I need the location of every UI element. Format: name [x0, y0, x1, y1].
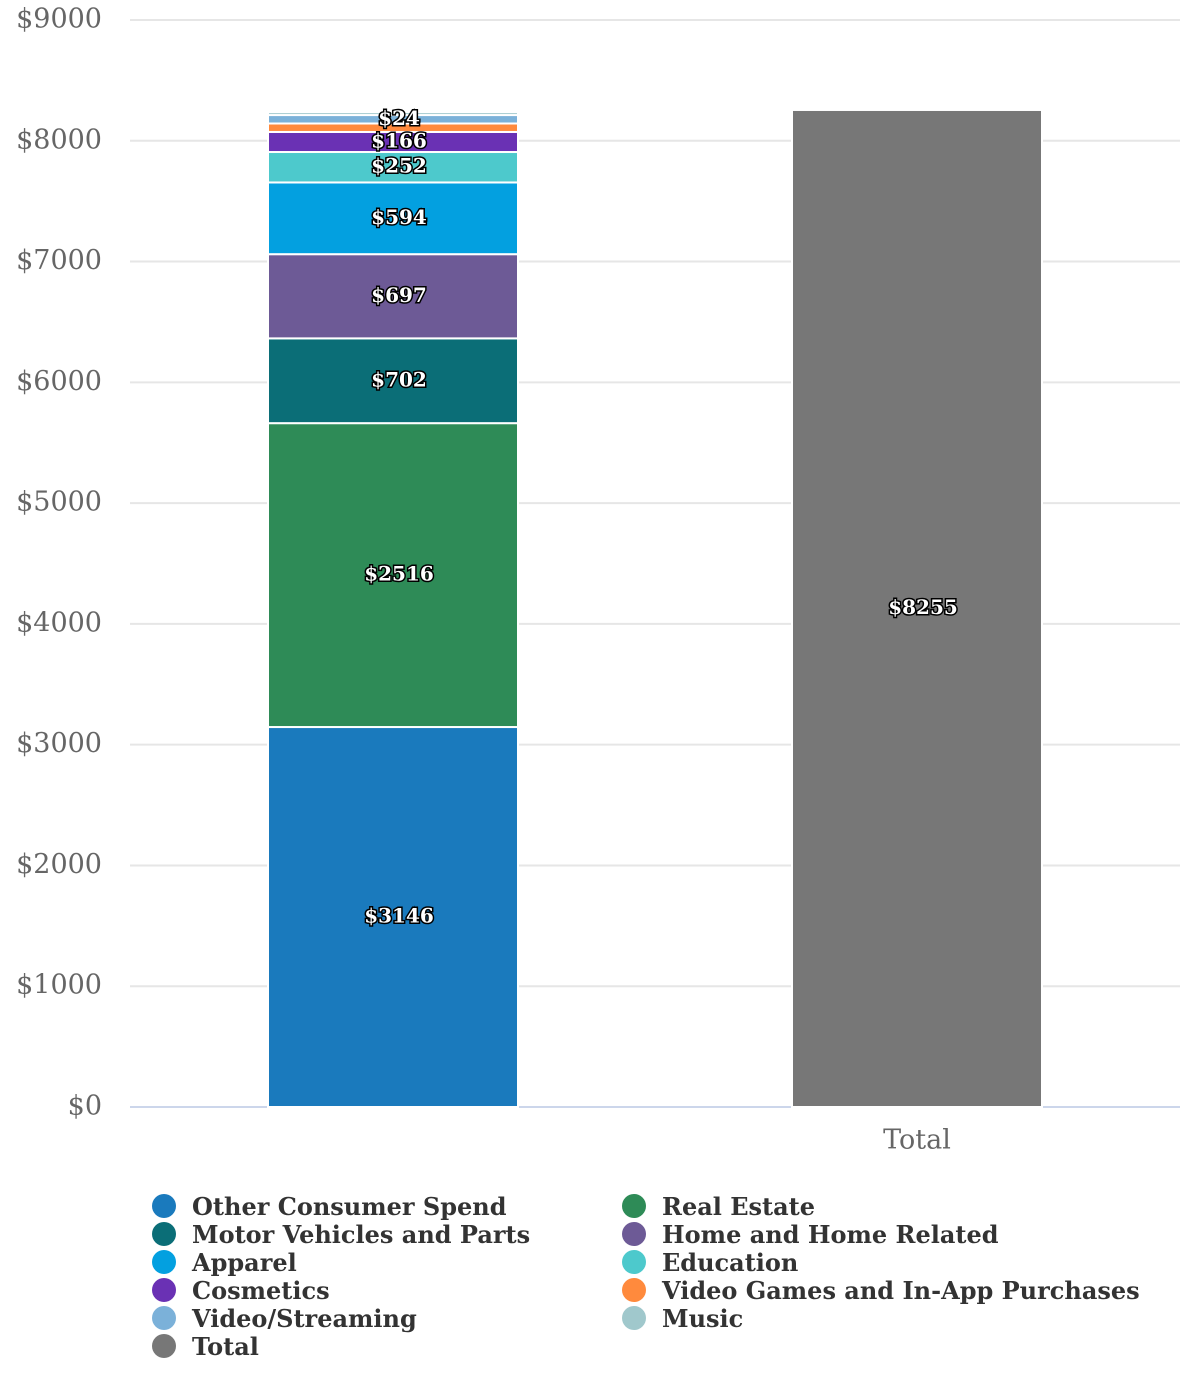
bar-segment — [267, 253, 519, 340]
legend-swatch-icon — [152, 1334, 176, 1358]
y-tick-label: $5000 — [16, 487, 102, 518]
data-label: $2516 — [364, 562, 434, 586]
legend-item[interactable]: Music — [622, 1303, 1162, 1333]
legend-label: Apparel — [192, 1247, 297, 1277]
legend-label: Real Estate — [662, 1191, 816, 1221]
legend-swatch-icon — [152, 1250, 176, 1274]
legend-swatch-icon — [622, 1250, 646, 1274]
y-tick-label: $4000 — [16, 607, 102, 638]
legend-label: Home and Home Related — [662, 1219, 999, 1249]
data-label: $594 — [371, 205, 427, 229]
legend-label: Education — [662, 1247, 799, 1277]
x-category-label: Total — [883, 1125, 951, 1156]
legend-item[interactable]: Motor Vehicles and Parts — [152, 1219, 622, 1249]
data-label: $702 — [371, 367, 427, 391]
stacked-bar-chart: $0 $1000 $2000 $3000 $4000 $5000 $6000 $7000 $80… — [16, 4, 1180, 1156]
data-label: $3146 — [364, 904, 434, 928]
bars — [267, 108, 1043, 1109]
bar-segment — [267, 422, 519, 729]
legend-label: Total — [192, 1331, 259, 1361]
data-label: $8255 — [888, 595, 958, 619]
legend-item[interactable]: Real Estate — [622, 1191, 1162, 1221]
y-tick-label: $7000 — [16, 245, 102, 276]
legend-swatch-icon — [622, 1278, 646, 1302]
legend-label: Motor Vehicles and Parts — [192, 1219, 531, 1249]
legend-item[interactable]: Education — [622, 1247, 1162, 1277]
legend-item[interactable]: Cosmetics — [152, 1275, 622, 1305]
x-axis-categories: Total — [883, 1125, 951, 1156]
data-label: $166 — [371, 128, 427, 152]
bar-segment — [791, 108, 1043, 1109]
legend-label: Other Consumer Spend — [192, 1191, 507, 1221]
legend-swatch-icon — [622, 1306, 646, 1330]
legend: Other Consumer Spend Real Estate Motor Veh… — [152, 1191, 1162, 1361]
data-labels: $3146 $2516 $702 $697 $594 $252$166$24 $8255 — [363, 104, 960, 929]
bar-segment — [267, 111, 519, 117]
legend-swatch-icon — [152, 1306, 176, 1330]
legend-item[interactable]: Home and Home Related — [622, 1219, 1162, 1249]
legend-label: Music — [662, 1303, 744, 1333]
y-tick-label: $1000 — [16, 970, 102, 1001]
data-label: $24 — [378, 106, 420, 130]
bar-segment — [267, 337, 519, 425]
bar-segment — [267, 151, 519, 184]
y-tick-label: $3000 — [16, 728, 102, 759]
legend-label: Cosmetics — [192, 1275, 330, 1305]
legend-swatch-icon — [152, 1278, 176, 1302]
legend-swatch-icon — [152, 1222, 176, 1246]
legend-swatch-icon — [622, 1194, 646, 1218]
y-tick-label: $2000 — [16, 849, 102, 880]
y-tick-label: $0 — [68, 1091, 102, 1122]
legend-item[interactable]: Video/Streaming — [152, 1303, 622, 1333]
y-tick-label: $6000 — [16, 366, 102, 397]
y-tick-label: $8000 — [16, 124, 102, 155]
legend-swatch-icon — [152, 1194, 176, 1218]
legend-item[interactable]: Total — [152, 1331, 622, 1361]
legend-item[interactable]: Apparel — [152, 1247, 622, 1277]
legend-swatch-icon — [622, 1222, 646, 1246]
data-label: $252 — [371, 154, 427, 178]
legend-item[interactable]: Other Consumer Spend — [152, 1191, 622, 1221]
legend-item[interactable]: Video Games and In-App Purchases — [622, 1275, 1162, 1305]
legend-label: Video/Streaming — [192, 1303, 417, 1333]
bar-segment — [267, 181, 519, 256]
y-tick-label: $9000 — [16, 4, 102, 35]
data-label: $697 — [371, 283, 427, 307]
legend-label: Video Games and In-App Purchases — [662, 1275, 1140, 1305]
y-axis-ticks: $0 $1000 $2000 $3000 $4000 $5000 $6000 $7000 $80… — [16, 4, 102, 1122]
